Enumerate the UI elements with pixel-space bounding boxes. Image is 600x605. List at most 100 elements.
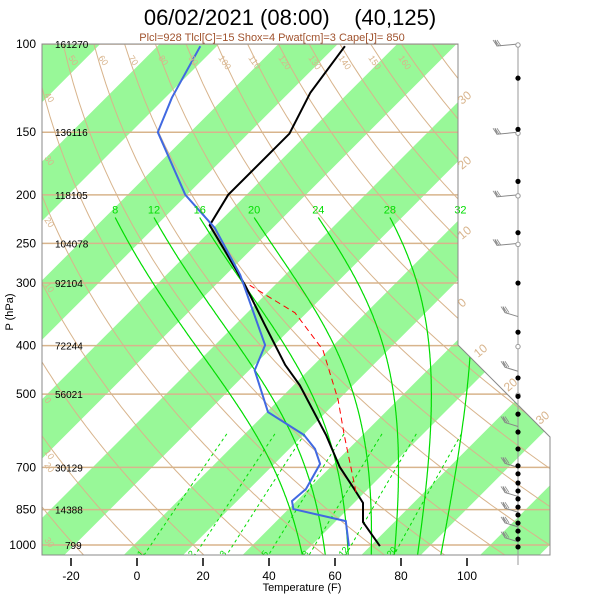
- x-tick-label: 40: [262, 569, 276, 583]
- wind-barb-feather: [494, 190, 500, 198]
- wind-level-dot: [515, 280, 521, 286]
- moist-adiabat-label: 24: [312, 205, 324, 217]
- height-label: 799: [65, 541, 82, 552]
- height-label: 72244: [55, 342, 83, 353]
- chart-title: 06/02/2021 (08:00) (40,125): [144, 5, 436, 30]
- wind-barb-icon: [500, 501, 519, 513]
- wind-level-dot: [515, 446, 521, 452]
- wind-level-dot: [515, 463, 521, 469]
- wind-level-dot: [515, 429, 521, 435]
- height-label: 104078: [55, 239, 89, 250]
- wind-barb-feather: [500, 516, 506, 524]
- mixing-ratio-line: [194, 433, 276, 555]
- dry-adiabat-label: 60: [96, 53, 110, 67]
- wind-barb-feather: [500, 416, 506, 423]
- mixing-ratio-label: 2: [186, 549, 197, 559]
- mixing-ratio-label: 8: [300, 549, 311, 559]
- wind-level-dot: [515, 496, 521, 502]
- wind-level-dot: [515, 544, 521, 550]
- wind-barb-feather: [492, 190, 498, 198]
- moist-adiabat-label: 16: [194, 205, 206, 217]
- dry-adiabat: [42, 44, 147, 555]
- dry-adiabat-label: 50: [66, 53, 80, 67]
- x-tick-label: 20: [196, 569, 210, 583]
- wind-level-dot: [515, 536, 521, 542]
- wind-barb-feather: [496, 39, 502, 47]
- wind-barb-feather: [500, 361, 506, 368]
- dry-adiabat: [93, 44, 510, 555]
- isotherm-band: [123, 44, 550, 555]
- mixing-ratio-line: [393, 433, 462, 555]
- moist-adiabat: [389, 217, 432, 555]
- wind-barb-icon: [500, 457, 519, 468]
- pressure-tick-label: 200: [16, 188, 36, 202]
- wind-barb-feather: [494, 239, 500, 246]
- pressure-tick-label: 500: [16, 387, 36, 401]
- x-tick-label: 80: [394, 569, 408, 583]
- wind-barb-icon: [500, 416, 519, 427]
- wind-level-dot: [515, 520, 521, 526]
- dry-adiabat: [154, 44, 550, 555]
- dry-adiabat: [277, 44, 550, 555]
- wind-barb-feather: [500, 457, 506, 464]
- x-axis-label: Temperature (F): [263, 582, 342, 594]
- wind-level-dot: [515, 178, 521, 184]
- wind-hollow-marker: [515, 193, 521, 199]
- wind-level-dot: [515, 504, 521, 510]
- plot-area: 1 2 3 5 8 12 20: [42, 44, 550, 559]
- wind-barb-icon: [500, 486, 519, 497]
- wind-level-dot: [515, 230, 521, 236]
- wind-barb-feather: [504, 457, 510, 464]
- moist-adiabat: [199, 217, 349, 555]
- height-label: 161270: [55, 40, 89, 51]
- x-tick-label: 100: [457, 569, 477, 583]
- wind-barb-feather: [502, 516, 508, 524]
- wind-level-dot: [515, 528, 521, 534]
- isotherm-band: [42, 44, 457, 555]
- mixing-ratio-label: 12: [336, 545, 350, 559]
- pressure-tick-label: 400: [16, 339, 36, 353]
- dry-adiabat-left-label: 0: [42, 395, 53, 405]
- mixing-ratio-label: 1: [135, 549, 146, 559]
- wind-level-dot: [515, 126, 521, 132]
- wind-barb-feather: [492, 239, 498, 246]
- dry-adiabat: [42, 44, 268, 555]
- wind-level-dot: [515, 471, 521, 477]
- wind-barb-icon: [492, 190, 519, 198]
- mixing-ratio-label: 3: [218, 549, 229, 559]
- wind-barb-icon: [492, 39, 519, 47]
- mixing-ratio-label: 20: [385, 545, 399, 559]
- height-label: 92104: [55, 279, 83, 290]
- dry-adiabat: [247, 44, 550, 555]
- moist-adiabat: [114, 217, 304, 555]
- wind-profile: [492, 39, 521, 565]
- isotherm-band: [360, 44, 550, 555]
- wind-barb-feather: [492, 127, 498, 135]
- dry-adiabat-label: 80: [156, 53, 170, 67]
- dry-adiabat: [42, 44, 389, 555]
- wind-barb-feather: [502, 457, 508, 464]
- height-label: 14388: [55, 506, 83, 517]
- y-axis-label: P (hPa): [4, 293, 16, 330]
- wind-barb-feather: [502, 531, 508, 538]
- pressure-tick-label: 700: [16, 460, 36, 474]
- pressure-tick-label: 850: [16, 503, 36, 517]
- dry-adiabat: [42, 44, 328, 555]
- wind-barb-feather: [502, 306, 508, 313]
- wind-barb-shaft: [502, 361, 519, 372]
- wind-barb-feather: [494, 39, 500, 47]
- dry-adiabat: [493, 44, 550, 555]
- wind-barb-icon: [492, 127, 519, 135]
- wind-barb-icon: [492, 239, 519, 246]
- wind-level-dot: [515, 512, 521, 518]
- wind-barb-feather: [504, 306, 510, 313]
- height-label: 56021: [55, 390, 83, 401]
- mixing-ratio-line: [344, 433, 417, 555]
- right-edge-label: 10: [471, 341, 490, 361]
- wind-barb-feather: [502, 501, 508, 509]
- dewpoint-line: [156, 45, 350, 547]
- dry-adiabat-left-label: 20: [42, 460, 56, 474]
- wind-level-dot: [515, 375, 521, 381]
